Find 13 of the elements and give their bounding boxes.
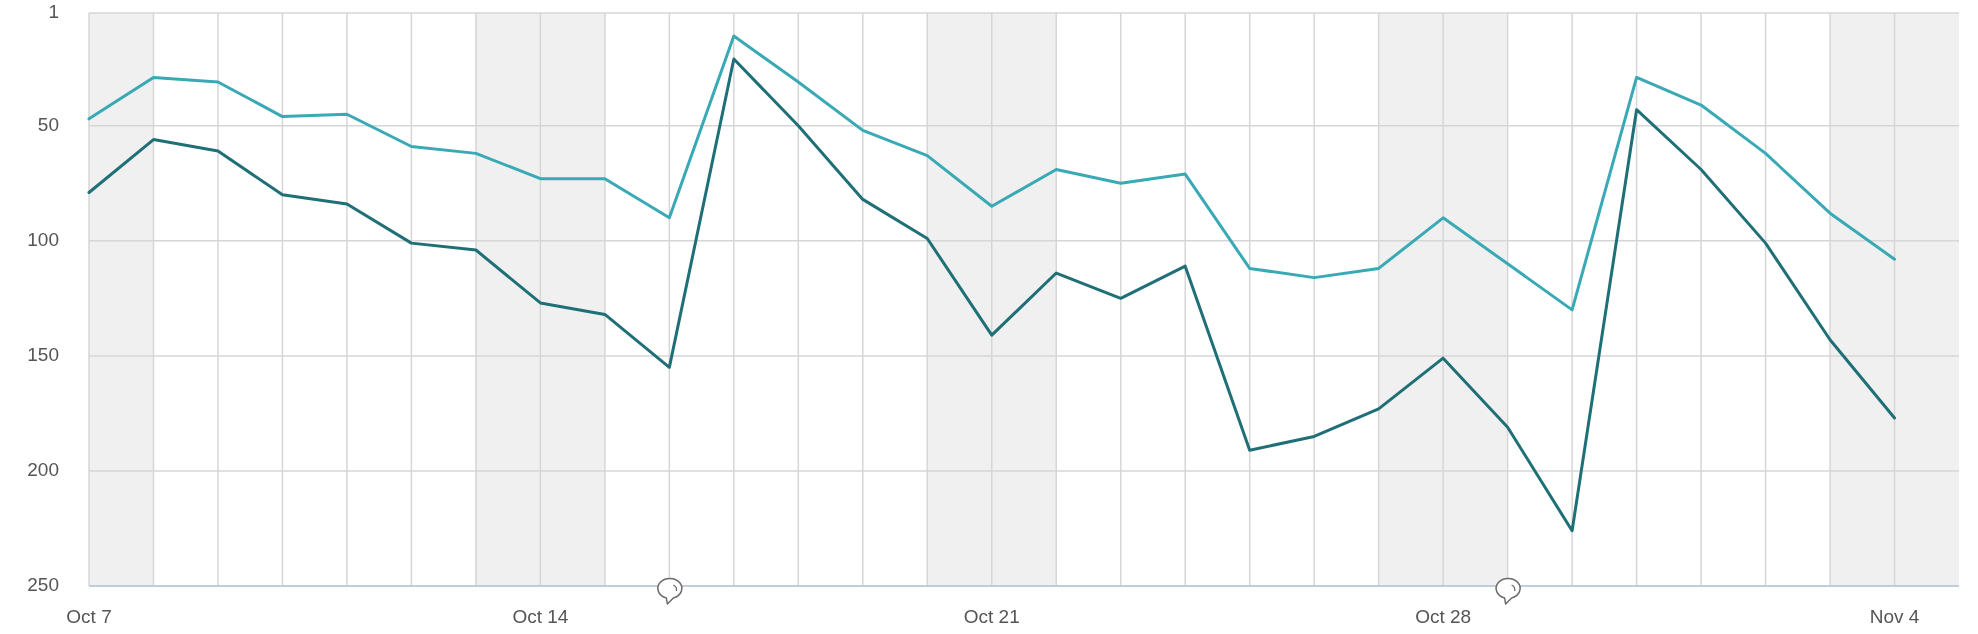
line-series	[87, 34, 1897, 312]
y-tick-label: 100	[27, 228, 59, 250]
x-tick-label: Oct 28	[1415, 606, 1472, 628]
x-tick-label: Oct 7	[66, 606, 112, 628]
x-tick-label: Oct 14	[512, 606, 569, 628]
y-tick-label: 200	[27, 458, 59, 480]
x-tick-label: Oct 21	[963, 606, 1020, 628]
x-tick-label: Nov 4	[1869, 606, 1920, 628]
y-tick-label: 150	[27, 343, 59, 365]
y-tick-label: 250	[27, 574, 59, 596]
y-tick-label: 50	[37, 113, 59, 135]
y-tick-label: 1	[48, 1, 59, 23]
line-series	[87, 57, 1897, 533]
